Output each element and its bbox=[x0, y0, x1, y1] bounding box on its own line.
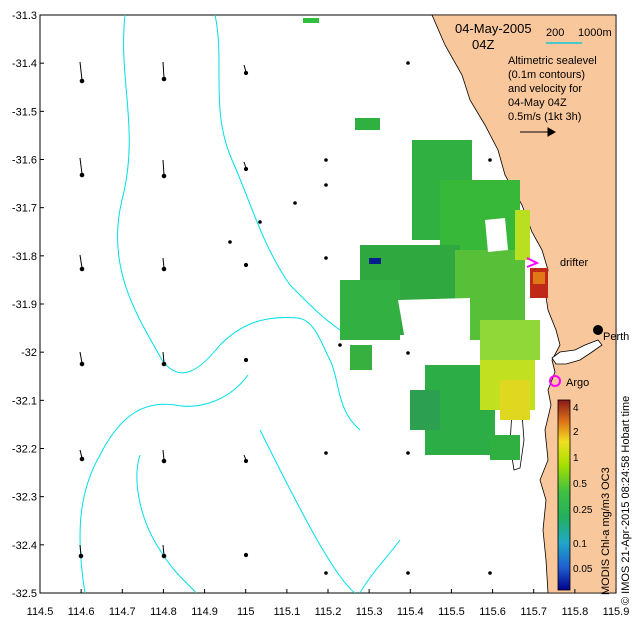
velocity-arrow bbox=[324, 451, 328, 455]
velocity-arrow bbox=[293, 201, 297, 205]
x-tick-label: 114.7 bbox=[109, 606, 136, 618]
colorbar-tick: 0.25 bbox=[573, 505, 593, 516]
velocity-arrow bbox=[79, 351, 85, 367]
velocity-arrow bbox=[258, 220, 262, 224]
colorbar-tick: 1 bbox=[573, 453, 579, 464]
velocity-arrow bbox=[243, 552, 249, 558]
y-tick-label: -31.5 bbox=[12, 106, 37, 118]
velocity-arrow bbox=[243, 357, 249, 363]
velocity-arrow bbox=[79, 61, 85, 84]
x-tick-label: 115 bbox=[237, 606, 255, 618]
x-tick-label: 115.3 bbox=[356, 606, 383, 618]
legend-line-3: and velocity for bbox=[508, 83, 582, 95]
velocity-arrow bbox=[338, 343, 342, 347]
map-subtitle: 04Z bbox=[472, 37, 494, 52]
y-tick-label: -32.2 bbox=[12, 444, 37, 456]
y-tick-label: -31.9 bbox=[12, 299, 37, 311]
velocity-arrow bbox=[243, 64, 249, 76]
drifter-marker bbox=[526, 257, 540, 268]
velocity-arrow bbox=[79, 449, 85, 462]
drifter-label: drifter bbox=[560, 257, 588, 269]
x-tick-label: 115.1 bbox=[273, 606, 300, 618]
cloud-gap bbox=[485, 218, 508, 252]
velocity-arrow bbox=[243, 262, 249, 268]
legend-line-4: 04-May 04Z bbox=[508, 97, 567, 109]
x-tick-label: 114.5 bbox=[27, 606, 54, 618]
velocity-arrow bbox=[406, 571, 410, 575]
colorbar-tick: 0.1 bbox=[573, 539, 587, 550]
credit-text: © IMOS 21-Apr-2015 08:24:58 Hobart time bbox=[620, 396, 632, 605]
legend-line-1: Altimetric sealevel bbox=[508, 55, 597, 67]
estuary bbox=[551, 339, 603, 365]
perth-marker bbox=[593, 325, 603, 335]
x-tick-label: 115.4 bbox=[397, 606, 424, 618]
velocity-arrow bbox=[78, 544, 84, 559]
velocity-arrow bbox=[324, 158, 328, 162]
y-tick-label: -31.3 bbox=[12, 10, 37, 22]
scale-right-label: 1000m bbox=[578, 27, 612, 39]
colorbar-tick: 0.5 bbox=[573, 479, 587, 490]
cloud-gap bbox=[398, 298, 470, 355]
x-tick-label: 115.5 bbox=[438, 606, 465, 618]
velocity-arrow bbox=[488, 158, 492, 162]
colorbar-ticks: 4 2 1 0.5 0.25 0.1 0.05 bbox=[573, 403, 593, 575]
y-tick-label: -32.4 bbox=[12, 540, 37, 552]
y-tick-label: -31.8 bbox=[12, 251, 37, 263]
y-tick-label: -31.4 bbox=[12, 58, 37, 70]
velocity-arrow bbox=[243, 454, 249, 464]
argo-label: Argo bbox=[566, 377, 589, 389]
velocity-arrow bbox=[243, 161, 249, 172]
perth-label: Perth bbox=[603, 331, 629, 343]
velocity-arrow bbox=[79, 254, 85, 272]
y-axis-ticks: -31.3 -31.4 -31.5 -31.6 -31.7 -31.8 -31.9 -32 -3… bbox=[12, 10, 44, 600]
velocity-arrow bbox=[161, 257, 167, 272]
legend-line-2: (0.1m contours) bbox=[508, 69, 585, 81]
x-tick-label: 115.7 bbox=[520, 606, 547, 618]
velocity-arrow bbox=[161, 159, 167, 179]
legend-velocity-arrow bbox=[520, 127, 557, 137]
colorbar-tick: 2 bbox=[573, 427, 579, 438]
x-axis-ticks: 114.5 114.6 114.7 114.8 114.9 115 115.1 115.2 11… bbox=[27, 589, 630, 618]
y-tick-label: -32.5 bbox=[12, 588, 37, 600]
velocity-arrow bbox=[161, 351, 167, 367]
velocity-arrow bbox=[161, 61, 167, 82]
velocity-arrow bbox=[324, 183, 328, 187]
x-tick-label: 115.8 bbox=[561, 606, 588, 618]
x-tick-label: 114.9 bbox=[191, 606, 218, 618]
velocity-arrow bbox=[406, 61, 410, 65]
x-tick-label: 115.9 bbox=[603, 606, 630, 618]
velocity-arrow bbox=[161, 544, 167, 559]
argo-marker bbox=[549, 375, 561, 387]
y-tick-label: -32.3 bbox=[12, 492, 37, 504]
map-title: 04-May-2005 bbox=[455, 21, 532, 36]
velocity-arrows bbox=[78, 61, 492, 575]
velocity-arrow bbox=[228, 240, 232, 244]
x-tick-label: 115.6 bbox=[479, 606, 506, 618]
x-tick-label: 115.2 bbox=[315, 606, 342, 618]
y-tick-label: -31.7 bbox=[12, 203, 37, 215]
legend-line-5: 0.5m/s (1kt 3h) bbox=[508, 111, 581, 123]
y-tick-label: -31.6 bbox=[12, 155, 37, 167]
velocity-arrow bbox=[324, 571, 328, 575]
sealevel-contours bbox=[79, 15, 401, 593]
colorbar-tick: 4 bbox=[573, 403, 579, 414]
x-tick-label: 114.8 bbox=[150, 606, 177, 618]
colorbar-title: MODIS Chl-a mg/m3 OC3 bbox=[600, 467, 612, 595]
velocity-arrow bbox=[79, 157, 85, 178]
velocity-arrow bbox=[406, 351, 410, 355]
y-tick-label: -32.1 bbox=[12, 395, 37, 407]
chlorophyll-patches bbox=[303, 18, 548, 460]
colorbar bbox=[557, 399, 571, 591]
scale-left-label: 200 bbox=[546, 27, 564, 39]
y-tick-label: -32 bbox=[21, 347, 37, 359]
velocity-arrow bbox=[488, 571, 492, 575]
colorbar-tick: 0.05 bbox=[573, 564, 593, 575]
velocity-arrow bbox=[161, 449, 167, 464]
velocity-arrow bbox=[324, 256, 328, 260]
velocity-arrow bbox=[406, 451, 410, 455]
x-tick-label: 114.6 bbox=[68, 606, 95, 618]
